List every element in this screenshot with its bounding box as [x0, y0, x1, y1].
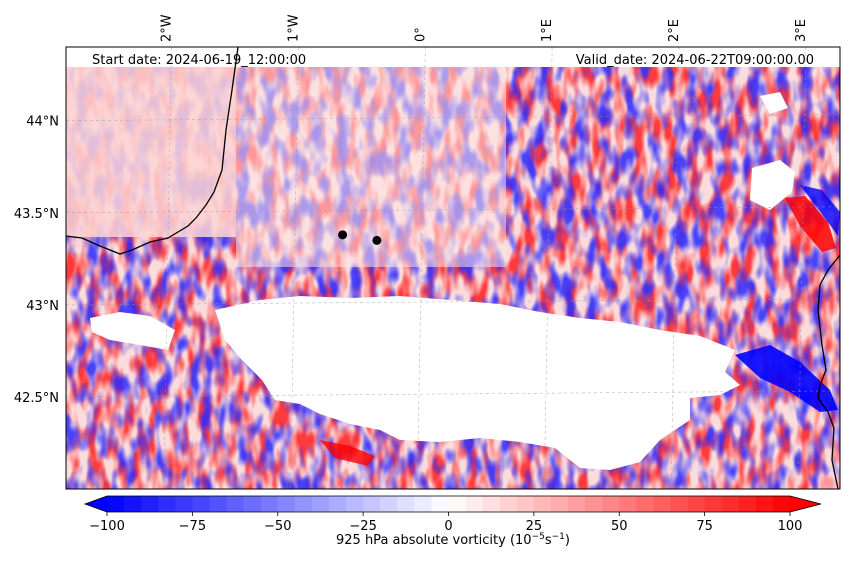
meridian-line [163, 47, 172, 489]
masked-area-north [750, 160, 795, 210]
lat-tick-label: 44°N [26, 115, 59, 130]
colorbar-label: 925 hPa absolute vorticity (10−5s−1) [336, 532, 570, 548]
meridian-line [290, 47, 299, 489]
lat-tick-label: 43°N [26, 299, 59, 314]
meridian-line [797, 47, 807, 489]
colorbar-segment [704, 496, 723, 512]
lon-tick-label: 2°W [160, 14, 175, 42]
masked-area-pyrenees [215, 296, 740, 470]
colorbar-tick-label: −25 [349, 519, 376, 534]
colorbar-segment [141, 496, 159, 512]
colorbar-segment [533, 496, 552, 512]
colorbar-segment [226, 496, 244, 512]
colorbar-segment [653, 496, 671, 512]
coastline-west [66, 47, 239, 255]
band-red-south [320, 440, 375, 466]
colorbar-segment [619, 496, 637, 512]
station-marker [338, 230, 348, 240]
colorbar-extend-high [790, 496, 821, 512]
colorbar-segment [328, 496, 347, 512]
lat-tick-label: 42.5°N [14, 391, 59, 406]
colorbar-segment [124, 496, 142, 512]
lon-tick-label: 1°E [540, 19, 555, 42]
colorbar-extend-low [85, 496, 107, 512]
lon-tick-label: 0° [413, 27, 428, 42]
lon-tick-label: 1°W [286, 14, 301, 42]
colorbar-segment [448, 496, 466, 512]
valid-date-label: Valid_date: 2024-06-22T09:00:00.00 [576, 53, 814, 68]
colorbar-segment [294, 496, 313, 512]
colorbar-segment [738, 496, 757, 512]
colorbar-segment [243, 496, 262, 512]
colorbar-segment [397, 496, 415, 512]
coastline-east [817, 254, 840, 489]
colorbar-segment [465, 496, 484, 512]
colorbar-tick-label: 100 [778, 519, 803, 534]
colorbar-tick-label: 75 [696, 519, 713, 534]
colorbar-segment [482, 496, 501, 512]
colorbar-tick-label: 25 [526, 519, 543, 534]
colorbar-segment [346, 496, 364, 512]
colorbar-tick-label: 50 [611, 519, 628, 534]
band-blue-east [735, 345, 838, 412]
smooth-region-center [236, 67, 506, 267]
lon-tick-label: 2°E [667, 19, 682, 42]
colorbar-segment [311, 496, 330, 512]
gridlines [66, 47, 840, 489]
colorbar [83, 495, 822, 513]
colorbar-segment [175, 496, 193, 512]
colorbar-segment [585, 496, 603, 512]
station-markers [338, 230, 382, 245]
colorbar-segment [721, 496, 740, 512]
colorbar-segment [380, 496, 398, 512]
map-panel [66, 47, 840, 489]
colorbar-tick-label: 0 [444, 519, 452, 534]
lat-tick-label: 43.5°N [14, 207, 59, 222]
smooth-region-west [66, 47, 236, 237]
colorbar-segment [568, 496, 586, 512]
colorbar-tick-label: −50 [264, 519, 291, 534]
colorbar-segment [363, 496, 381, 512]
masked-area-northeast [760, 92, 788, 114]
start-date-label: Start date: 2024-06-19_12:00:00 [92, 53, 306, 68]
colorbar-segment [431, 496, 449, 512]
colorbar-segment [772, 496, 791, 512]
colorbar-segment [636, 496, 654, 512]
colorbar-segment [516, 496, 535, 512]
colorbar-segment [670, 496, 688, 512]
band-blue-ne [800, 185, 840, 236]
colorbar-segment [192, 496, 210, 512]
meridian-line [416, 47, 426, 489]
colorbar-ticks: −100 −75 −50 −25 0 25 50 75 100 [89, 512, 802, 534]
latitude-tick-labels: 44°N 43.5°N 43°N 42.5°N [14, 115, 59, 406]
colorbar-segment [499, 496, 518, 512]
meridian-line [670, 47, 680, 489]
colorbar-segment [602, 496, 620, 512]
header-strip [66, 47, 840, 67]
colorbar-segment [277, 496, 296, 512]
colorbar-segment [158, 496, 176, 512]
colorbar-tick-label: −75 [179, 519, 206, 534]
colorbar-segment [550, 496, 569, 512]
colorbar-segment [687, 496, 706, 512]
masked-area-west [90, 312, 175, 350]
station-marker [372, 235, 382, 245]
meridian-line [543, 47, 553, 489]
band-red-east [785, 196, 836, 252]
longitude-tick-labels: 2°W 1°W 0° 1°E 2°E 3°E [160, 14, 809, 42]
colorbar-tick-label: −100 [89, 519, 125, 534]
colorbar-segment [755, 496, 774, 512]
colorbar-segment [260, 496, 279, 512]
map-frame [65, 46, 841, 490]
colorbar-segment [414, 496, 432, 512]
lon-tick-label: 3°E [794, 19, 809, 42]
colorbar-segment [107, 496, 125, 512]
colorbar-segment [209, 496, 227, 512]
